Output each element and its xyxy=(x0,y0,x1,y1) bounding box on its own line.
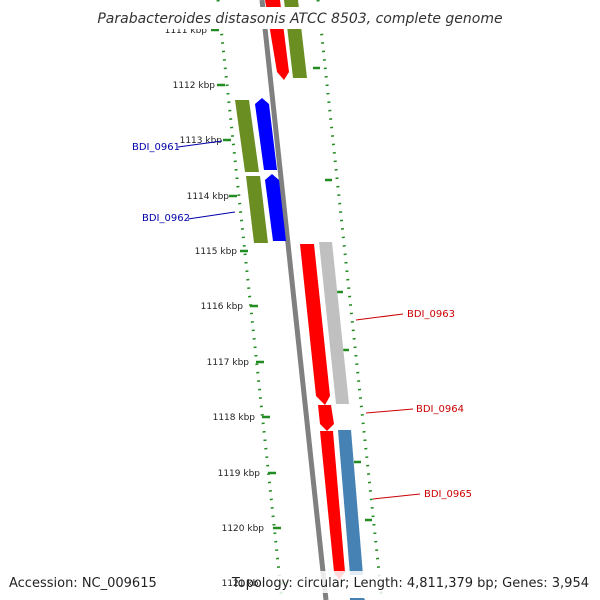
tick-label: 1113 kbp xyxy=(180,136,223,146)
gene-label-bdi-0963[interactable]: BDI_0963 xyxy=(407,309,455,320)
gray-feature xyxy=(319,242,349,404)
leader-line-0964 xyxy=(365,408,414,414)
accession-text: Accession: NC_009615 xyxy=(9,576,157,591)
gene-label-bdi-0964[interactable]: BDI_0964 xyxy=(416,404,464,415)
leader-line-0961 xyxy=(177,140,223,148)
tick-label: 1116 kbp xyxy=(201,302,244,312)
gene-label-bdi-0961[interactable]: BDI_0961 xyxy=(132,142,180,153)
olive-feature-0962 xyxy=(246,176,268,243)
tick-label: 1114 kbp xyxy=(187,192,230,202)
title-background xyxy=(95,7,505,29)
blue-feature-0962 xyxy=(265,174,286,241)
tick-label: 1117 kbp xyxy=(207,358,250,368)
tick-label: 1112 kbp xyxy=(173,81,216,91)
olive-feature-0961 xyxy=(235,100,259,172)
tick-label: 1118 kbp xyxy=(213,413,256,423)
steelblue-feature xyxy=(338,430,363,575)
tick-label: 1115 kbp xyxy=(195,247,238,257)
leader-line-0965 xyxy=(372,493,421,500)
tick-labels: 1111 kbp 1112 kbp 1113 kbp 1114 kbp 1115… xyxy=(165,26,265,589)
tick-label: 1121 kbp xyxy=(222,579,265,589)
tick-label: 1120 kbp xyxy=(222,524,265,534)
tick-label: 1111 kbp xyxy=(165,26,208,36)
leader-line-0962 xyxy=(187,211,236,220)
topology-background xyxy=(258,571,594,593)
blue-feature-0961 xyxy=(255,98,277,170)
right-guide-line xyxy=(316,0,384,600)
red-feature-0965 xyxy=(320,431,345,580)
gene-label-bdi-0962[interactable]: BDI_0962 xyxy=(142,213,190,224)
gene-label-bdi-0965[interactable]: BDI_0965 xyxy=(424,489,472,500)
leader-line-0963 xyxy=(355,313,404,321)
genome-title: Parabacteroides distasonis ATCC 8503, co… xyxy=(97,11,502,27)
red-feature-0964 xyxy=(318,405,334,431)
red-feature-0963 xyxy=(300,244,330,405)
left-guide-line xyxy=(216,0,284,600)
tick-label: 1119 kbp xyxy=(218,469,261,479)
genome-backbone xyxy=(259,0,329,600)
topology-text: Topology: circular; Length: 4,811,379 bp… xyxy=(231,576,589,591)
